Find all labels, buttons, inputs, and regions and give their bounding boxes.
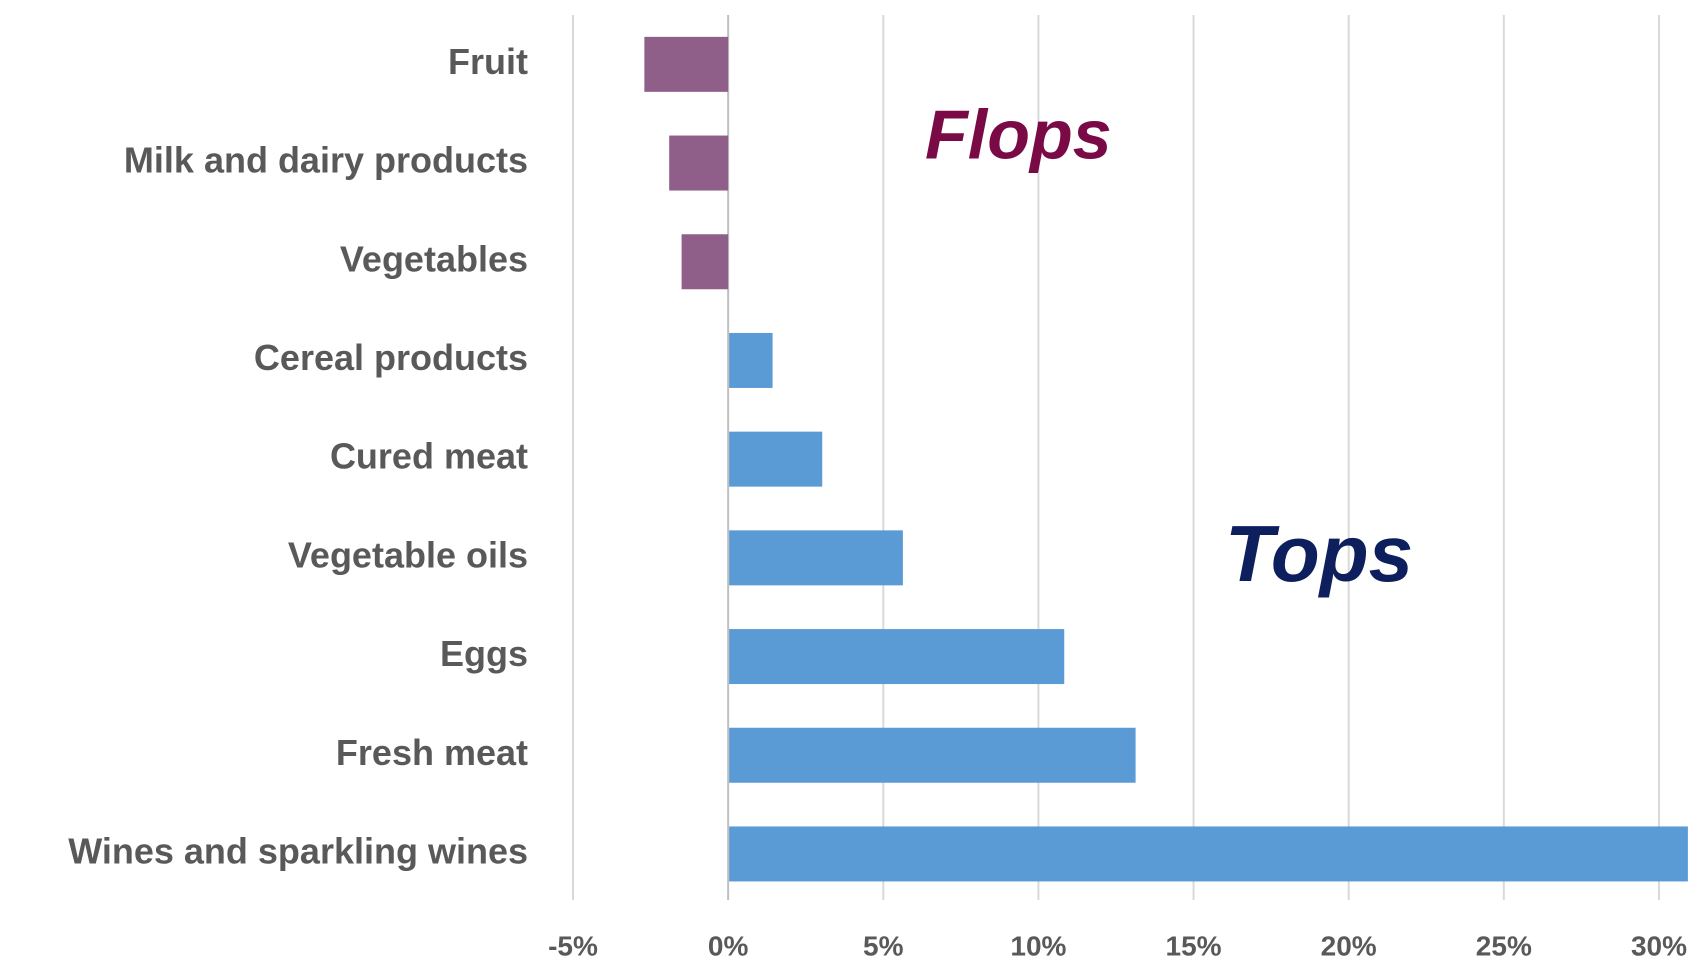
y-tick-label: Cereal products [254, 337, 528, 378]
x-tick-label: 0% [708, 930, 749, 961]
x-tick-label: 25% [1476, 930, 1532, 961]
y-tick-label: Fruit [448, 41, 528, 82]
bar [729, 727, 1136, 783]
bar [729, 431, 823, 487]
x-tick-label: 5% [863, 930, 904, 961]
y-tick-label: Cured meat [330, 436, 528, 477]
bar [729, 530, 903, 586]
y-tick-label: Eggs [440, 633, 528, 674]
annotation: Tops [1225, 509, 1413, 598]
bar [669, 135, 729, 191]
annotation: Flops [925, 95, 1112, 173]
x-tick-label: 20% [1321, 930, 1377, 961]
y-tick-label: Vegetables [340, 238, 528, 279]
x-tick-label: -5% [548, 930, 598, 961]
bar [729, 332, 773, 388]
bar [644, 36, 729, 92]
x-tick-label: 10% [1010, 930, 1066, 961]
y-tick-label: Wines and sparkling wines [68, 830, 528, 871]
bar [681, 234, 729, 290]
y-tick-label: Fresh meat [336, 732, 528, 773]
x-tick-label: 30% [1631, 930, 1687, 961]
y-tick-label: Vegetable oils [288, 534, 528, 575]
bar [729, 826, 1688, 882]
x-tick-label: 15% [1166, 930, 1222, 961]
bar [729, 629, 1065, 685]
y-tick-label: Milk and dairy products [124, 140, 528, 181]
